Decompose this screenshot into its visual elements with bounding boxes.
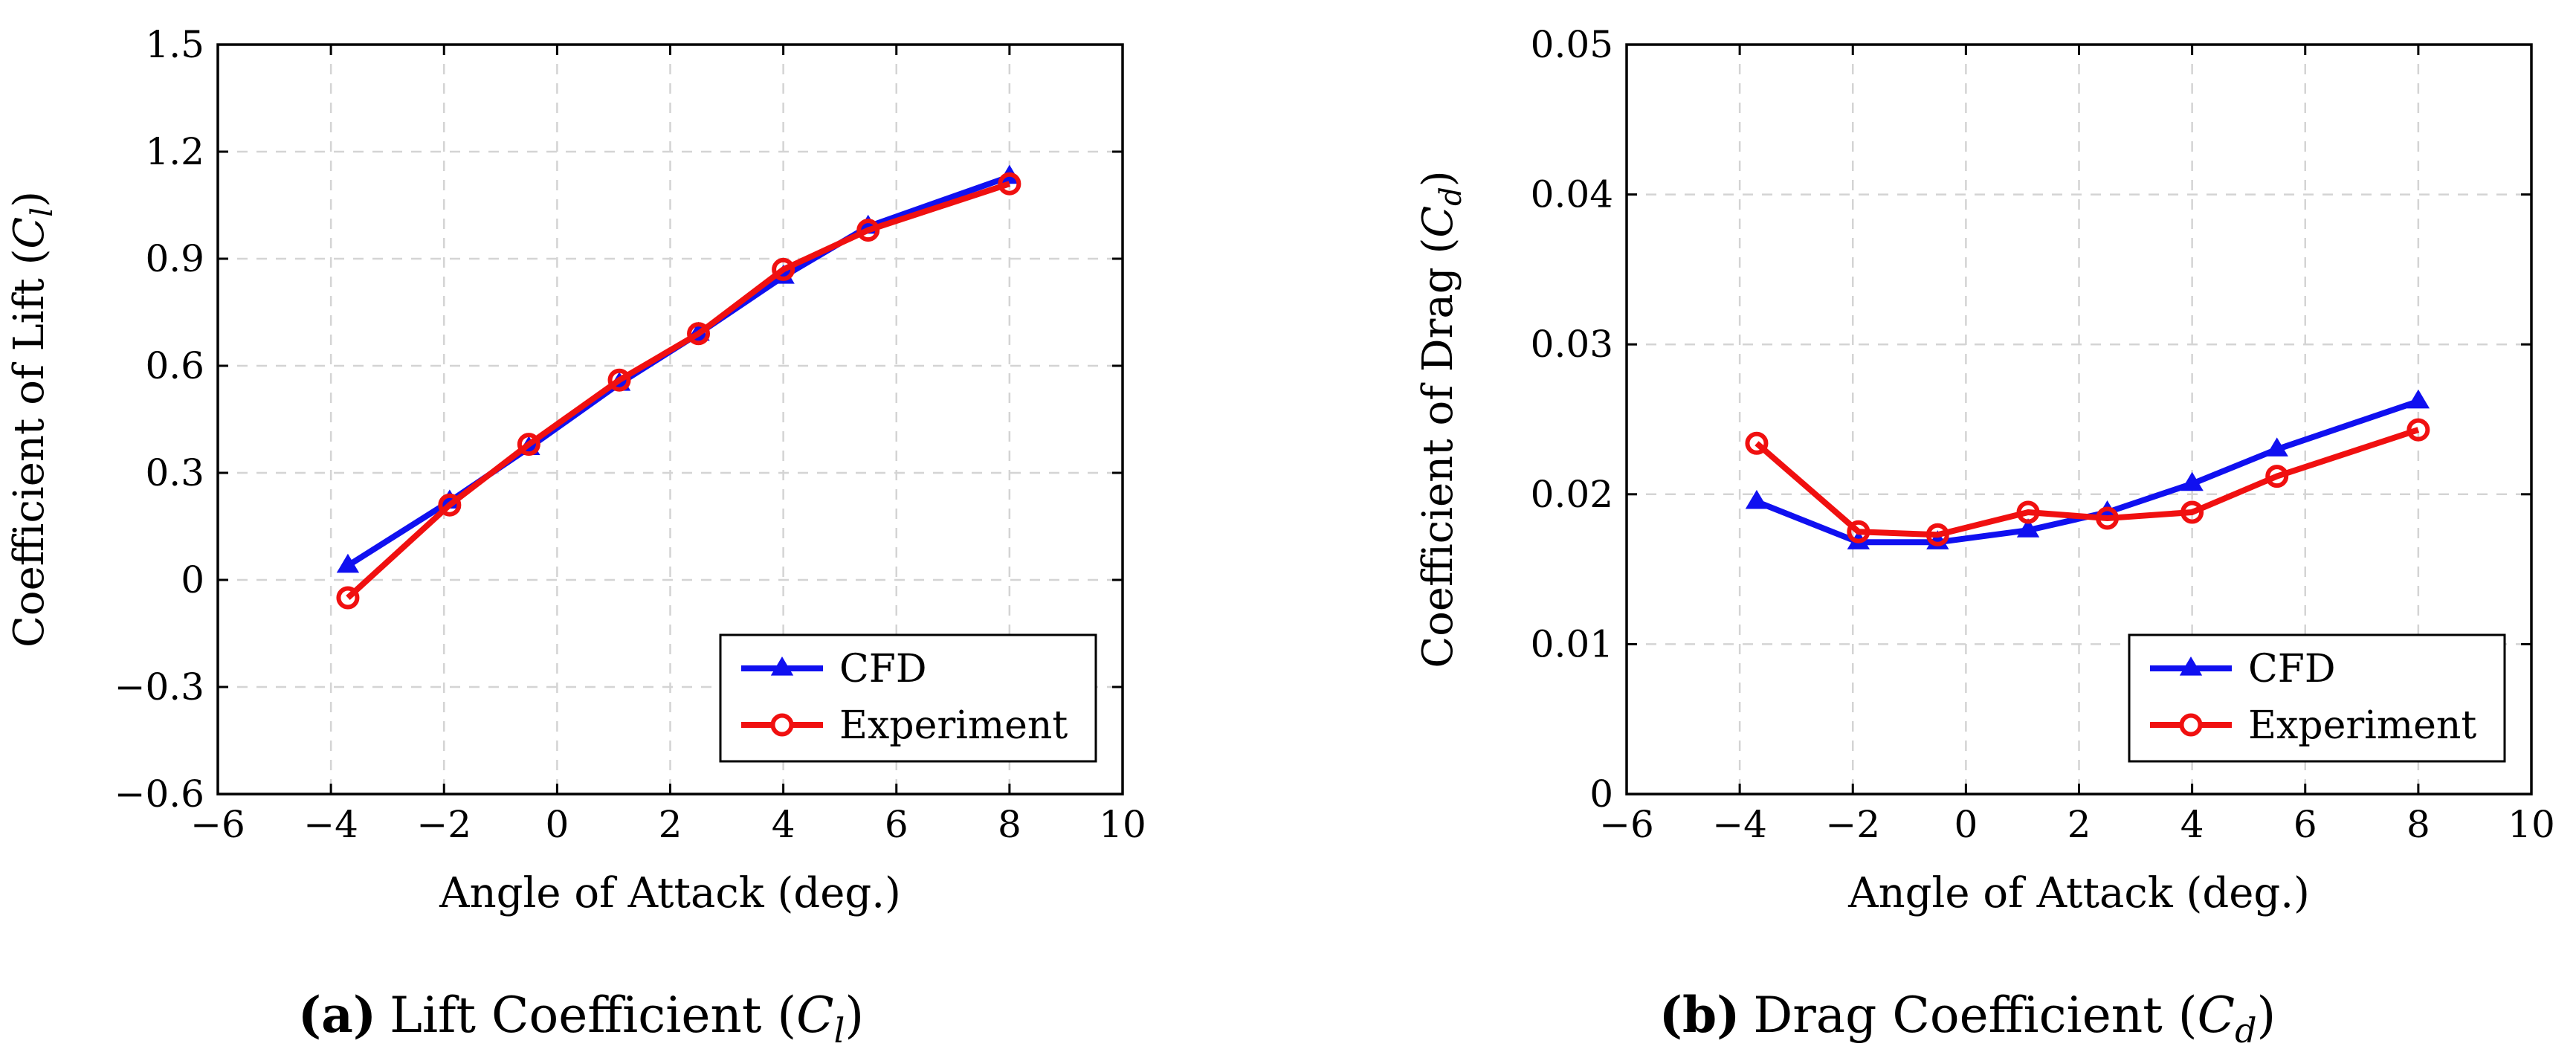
legend-marker-triangle <box>2179 656 2203 676</box>
y-axis-label: Coefficient of Lift (Cl) <box>5 191 59 648</box>
y-axis-label-subscript: l <box>25 207 59 217</box>
data-point-circle <box>1847 520 1870 543</box>
caption-symbol: C <box>2198 987 2236 1044</box>
y-axis-label-symbol: C <box>5 217 54 249</box>
x-tick-label: −6 <box>1599 803 1654 846</box>
y-tick-label: 0.04 <box>1531 173 1613 216</box>
x-tick-label: −2 <box>1825 803 1880 846</box>
data-point-triangle <box>2180 471 2204 491</box>
y-tick-label: 0.3 <box>145 451 204 494</box>
x-tick-label: 8 <box>998 803 1021 846</box>
chart-panel-drag: −6 −4 −2 0 2 4 6 8 10 0 0.01 0.02 0.03 0.04 0.05 Angle … <box>1414 23 2555 1051</box>
caption-subscript: l <box>834 1010 845 1051</box>
data-point-circle <box>2096 506 2120 530</box>
y-axis-label-text: Coefficient of Lift ( <box>5 249 54 648</box>
legend-label: CFD <box>2248 647 2336 691</box>
data-point-circle <box>438 493 462 517</box>
y-tick-label: 0.02 <box>1531 473 1613 516</box>
y-axis-label-symbol: C <box>1414 206 1462 238</box>
legend-marker-triangle <box>770 656 794 676</box>
y-tick-label: 0.9 <box>145 237 204 280</box>
legend-label: Experiment <box>839 703 1068 748</box>
x-tick-label: 2 <box>659 803 682 846</box>
y-tick-label: 0 <box>1589 772 1613 816</box>
legend-box <box>2128 633 2506 763</box>
legend-marker-circle <box>770 713 794 737</box>
x-tick-label: −2 <box>416 803 471 846</box>
data-point-circle <box>1745 431 1769 455</box>
legend: CFD Experiment <box>2128 633 2506 763</box>
caption-letter: (b) <box>1659 986 1740 1044</box>
y-tick-label: 0 <box>181 558 204 601</box>
data-point-circle <box>2180 500 2204 524</box>
panel-caption: (a) Lift Coefficient (Cl) <box>298 986 864 1051</box>
y-tick-label: 1.5 <box>145 23 204 66</box>
data-point-circle <box>2265 465 2289 488</box>
series-experiment <box>1745 418 2430 546</box>
x-tick-label: 4 <box>772 803 795 846</box>
x-tick-label: 6 <box>2293 803 2317 846</box>
caption-text: Drag Coefficient ( <box>1753 987 2197 1044</box>
data-point-triangle <box>2265 437 2288 456</box>
series-line-experiment <box>346 181 1011 600</box>
x-tick-label: 10 <box>1099 803 1146 846</box>
x-tick-label: 10 <box>2508 803 2555 846</box>
y-axis-label: Coefficient of Drag (Cd) <box>1414 170 1468 668</box>
chart-panel-lift: −6 −4 −2 0 2 4 6 8 10 −0.6 −0.3 0 0.3 0.6 0.9 1.2 1.5 Ang… <box>5 23 1146 1051</box>
data-point-triangle <box>1745 489 1769 509</box>
data-point-circle <box>2406 418 2430 442</box>
data-point-triangle <box>2016 518 2040 538</box>
data-point-circle <box>517 433 540 456</box>
legend: CFD Experiment <box>719 633 1097 763</box>
x-tick-label: −4 <box>1712 803 1767 846</box>
data-point-triangle <box>336 553 360 573</box>
y-tick-label: 0.6 <box>145 344 204 387</box>
x-tick-label: 0 <box>545 803 569 846</box>
legend-marker-circle <box>2179 713 2203 737</box>
y-tick-label: 1.2 <box>145 130 204 173</box>
data-point-circle <box>607 368 631 392</box>
data-point-triangle <box>2406 389 2430 409</box>
series-line-cfd <box>1755 399 2420 546</box>
y-tick-label: 0.05 <box>1531 23 1613 66</box>
data-point-circle <box>998 172 1021 196</box>
x-axis-label: Angle of Attack (deg.) <box>1847 869 2310 917</box>
caption-close: ) <box>2257 987 2276 1044</box>
y-tick-label: −0.3 <box>114 665 204 709</box>
data-point-circle <box>1925 523 1949 546</box>
x-tick-label: −6 <box>190 803 245 846</box>
x-axis-label: Angle of Attack (deg.) <box>439 869 901 917</box>
data-point-circle <box>856 219 880 242</box>
x-tick-label: 0 <box>1954 803 1978 846</box>
caption-symbol: C <box>796 987 834 1044</box>
y-tick-label: 0.01 <box>1531 622 1613 665</box>
caption-text: Lift Coefficient ( <box>390 987 796 1044</box>
y-axis-label-close: ) <box>1414 170 1462 187</box>
x-tick-label: 4 <box>2180 803 2204 846</box>
x-tick-label: 6 <box>885 803 908 846</box>
y-tick-label: −0.6 <box>114 772 204 816</box>
x-tick-label: 2 <box>2067 803 2091 846</box>
caption-close: ) <box>845 987 864 1044</box>
x-tick-label: 8 <box>2406 803 2430 846</box>
legend-box <box>719 633 1097 763</box>
data-point-circle <box>687 322 711 346</box>
caption-subscript: d <box>2235 1010 2256 1051</box>
data-point-circle <box>772 257 795 281</box>
legend-label: Experiment <box>2248 703 2476 748</box>
y-tick-label: 0.03 <box>1531 323 1613 366</box>
legend-label: CFD <box>839 647 927 691</box>
y-axis-label-text: Coefficient of Drag ( <box>1414 238 1462 668</box>
data-point-circle <box>2016 500 2040 524</box>
series-experiment <box>336 172 1021 610</box>
caption-letter: (a) <box>298 986 376 1044</box>
x-tick-label: −4 <box>303 803 358 846</box>
y-axis-label-subscript: d <box>1434 187 1468 206</box>
series-line-experiment <box>1755 427 2420 538</box>
data-point-circle <box>336 586 360 610</box>
y-axis-label-close: ) <box>5 191 54 207</box>
panel-caption: (b) Drag Coefficient (Cd) <box>1659 986 2276 1051</box>
